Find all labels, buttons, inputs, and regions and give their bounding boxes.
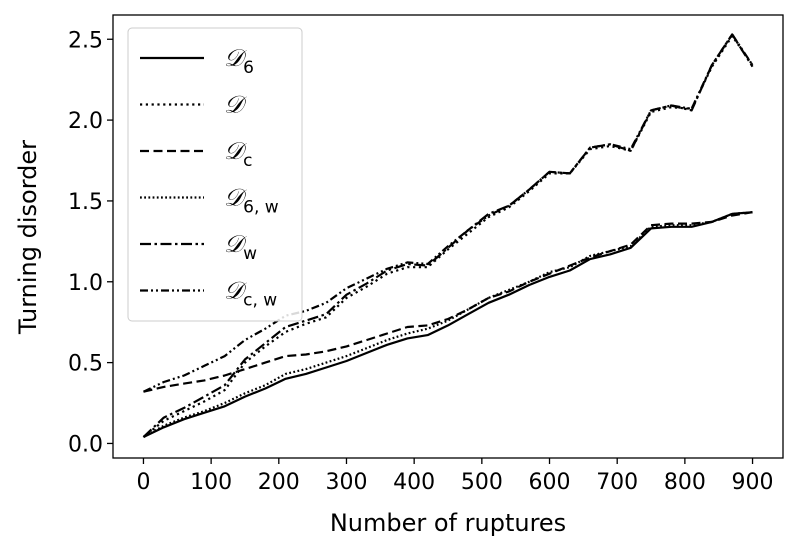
legend-box xyxy=(127,27,303,322)
plot-area-frame xyxy=(112,14,784,459)
y-tick-label: 0.0 xyxy=(68,432,103,457)
x-tick-label: 800 xyxy=(664,470,706,495)
series-line-1 xyxy=(143,211,753,438)
x-tick-label: 300 xyxy=(325,470,367,495)
y-tick-label: 1.0 xyxy=(68,271,103,296)
x-tick-label: 100 xyxy=(190,470,232,495)
y-axis-label: Turning disorder xyxy=(14,140,42,335)
x-tick-label: 500 xyxy=(461,470,503,495)
x-tick-label: 700 xyxy=(596,470,638,495)
y-tick-label: 2.0 xyxy=(68,109,103,134)
y-tick-label: 1.5 xyxy=(68,190,103,215)
legend-label: 𝒟6, w xyxy=(224,184,279,218)
x-axis-label: Number of ruptures xyxy=(330,509,566,537)
x-tick-label: 600 xyxy=(529,470,571,495)
series-line-6 xyxy=(143,33,754,393)
plot-lines xyxy=(142,33,754,438)
x-tick-label: 900 xyxy=(732,470,774,495)
series-line-3 xyxy=(143,211,753,393)
y-tick-label: 2.5 xyxy=(68,28,103,53)
y-axis: 0.0 0.5 1.0 1.5 2.0 2.5 xyxy=(68,28,113,457)
x-axis: 0 100 200 300 400 500 600 700 800 900 xyxy=(136,458,774,495)
series-line-2 xyxy=(142,34,754,438)
series-line-5 xyxy=(142,33,754,438)
x-tick-label: 200 xyxy=(258,470,300,495)
x-tick-label: 0 xyxy=(136,470,150,495)
x-tick-label: 400 xyxy=(393,470,435,495)
series-line-4 xyxy=(142,211,753,438)
y-tick-label: 0.5 xyxy=(68,352,103,377)
